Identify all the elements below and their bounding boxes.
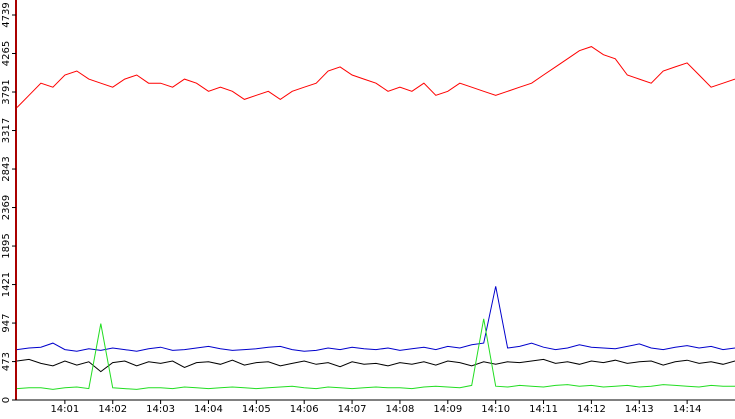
x-tick-label: 14:08 [386, 404, 415, 415]
x-tick-label: 14:13 [625, 404, 654, 415]
series-line [16, 46, 735, 108]
y-tick-label: 1895 [1, 233, 12, 258]
y-tick-label: 4739 [1, 2, 12, 27]
x-tick-label: 14:05 [242, 404, 271, 415]
y-tick-label: 1421 [1, 272, 12, 297]
series-line [16, 358, 735, 373]
y-tick-label: 0 [1, 397, 12, 403]
x-tick-label: 14:14 [673, 404, 702, 415]
series-line [16, 318, 735, 390]
x-tick-label: 14:10 [481, 404, 510, 415]
x-tick-label: 14:01 [50, 404, 79, 415]
x-tick-label: 14:11 [529, 404, 558, 415]
x-tick-label: 14:04 [194, 404, 223, 415]
series-line [16, 286, 735, 352]
x-tick-label: 14:06 [290, 404, 319, 415]
x-tick-label: 14:09 [433, 404, 462, 415]
y-tick-label: 947 [1, 314, 12, 333]
x-tick-label: 14:07 [338, 404, 367, 415]
y-tick-label: 2843 [1, 156, 12, 181]
y-tick-label: 3317 [1, 118, 12, 143]
y-tick-label: 2369 [1, 195, 12, 220]
x-tick-label: 14:02 [98, 404, 127, 415]
y-tick-label: 3791 [1, 79, 12, 104]
x-tick-label: 14:12 [577, 404, 606, 415]
y-tick-label: 473 [1, 352, 12, 371]
y-tick-label: 4265 [1, 41, 12, 66]
x-tick-label: 14:03 [146, 404, 175, 415]
